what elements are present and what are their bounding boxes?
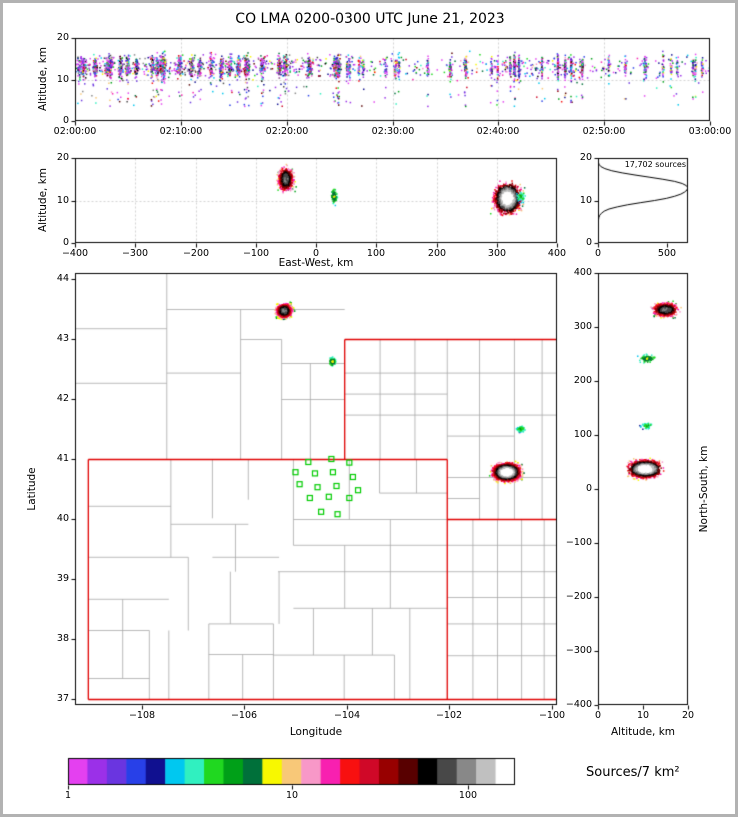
time-axis-tick: 02:50:00	[582, 126, 626, 137]
ns-panel-x-axis-label: Altitude, km	[610, 726, 676, 738]
ew-panel-altitude-tick: 20	[56, 152, 69, 163]
source-count-annotation: 17,702 sources	[624, 160, 686, 169]
east-west-axis-tick: 0	[312, 248, 320, 259]
longitude-tick: −106	[230, 710, 258, 721]
figure-title: CO LMA 0200-0300 UTC June 21, 2023	[235, 11, 505, 27]
time-axis-tick: 03:00:00	[688, 126, 732, 137]
latitude-tick: 43	[56, 333, 69, 344]
histogram-count-tick: 500	[657, 248, 677, 259]
ew-panel-altitude-tick: 10	[56, 195, 69, 206]
latitude-tick: 41	[56, 453, 69, 464]
colorbar-tick: 10	[285, 790, 299, 801]
north-south-tick: 100	[573, 429, 592, 440]
ns-panel-altitude-tick: 20	[681, 710, 695, 721]
latitude-tick: 40	[56, 513, 69, 524]
colorbar-tick: 100	[458, 790, 478, 801]
north-south-tick: 300	[573, 321, 592, 332]
east-west-axis-tick: −200	[182, 248, 210, 259]
north-south-tick: −400	[565, 699, 592, 710]
map-y-axis-label: Latitude	[25, 467, 38, 511]
time-axis-tick: 02:30:00	[371, 126, 415, 137]
north-south-tick: −300	[565, 645, 592, 656]
map-x-axis-label: Longitude	[289, 726, 343, 738]
east-west-axis-tick: 100	[366, 248, 386, 259]
ns-panel-altitude-tick: 10	[636, 710, 650, 721]
time-axis-tick: 02:40:00	[476, 126, 520, 137]
latitude-tick: 44	[56, 273, 69, 284]
histogram-count-tick: 0	[594, 248, 602, 259]
ew-panel-x-axis-label: East-West, km	[278, 257, 354, 269]
ns-panel-y-axis-label: North-South, km	[697, 445, 710, 533]
longitude-tick: −100	[538, 710, 566, 721]
histogram-altitude-tick: 10	[579, 195, 592, 206]
latitude-tick: 37	[56, 693, 69, 704]
east-west-axis-tick: −400	[61, 248, 89, 259]
histogram-altitude-tick: 0	[585, 237, 592, 248]
time-panel-altitude-tick: 0	[62, 115, 69, 126]
longitude-tick: −108	[128, 710, 156, 721]
time-panel-altitude-tick: 20	[56, 32, 69, 43]
time-axis-tick: 02:00:00	[53, 126, 97, 137]
longitude-tick: −102	[435, 710, 463, 721]
time-panel-altitude-tick: 10	[56, 74, 69, 85]
ew-panel-altitude-tick: 0	[62, 237, 69, 248]
east-west-axis-tick: 400	[547, 248, 567, 259]
ew-panel-y-axis-label: Altitude, km	[36, 167, 49, 233]
north-south-tick: 400	[573, 267, 592, 278]
north-south-tick: 0	[585, 483, 592, 494]
east-west-axis-tick: 300	[487, 248, 507, 259]
ns-panel-altitude-tick: 0	[594, 710, 602, 721]
north-south-tick: 200	[573, 375, 592, 386]
time-axis-tick: 02:20:00	[265, 126, 309, 137]
latitude-tick: 42	[56, 393, 69, 404]
time-panel-y-axis-label: Altitude, km	[36, 46, 49, 112]
latitude-tick: 38	[56, 633, 69, 644]
colorbar-label: Sources/7 km²	[586, 765, 680, 780]
east-west-axis-tick: 200	[427, 248, 447, 259]
east-west-axis-tick: −300	[121, 248, 149, 259]
north-south-tick: −100	[565, 537, 592, 548]
east-west-axis-tick: −100	[242, 248, 270, 259]
longitude-tick: −104	[333, 710, 361, 721]
time-axis-tick: 02:10:00	[159, 126, 203, 137]
north-south-tick: −200	[565, 591, 592, 602]
colorbar-tick: 1	[64, 790, 72, 801]
latitude-tick: 39	[56, 573, 69, 584]
histogram-altitude-tick: 20	[579, 152, 592, 163]
